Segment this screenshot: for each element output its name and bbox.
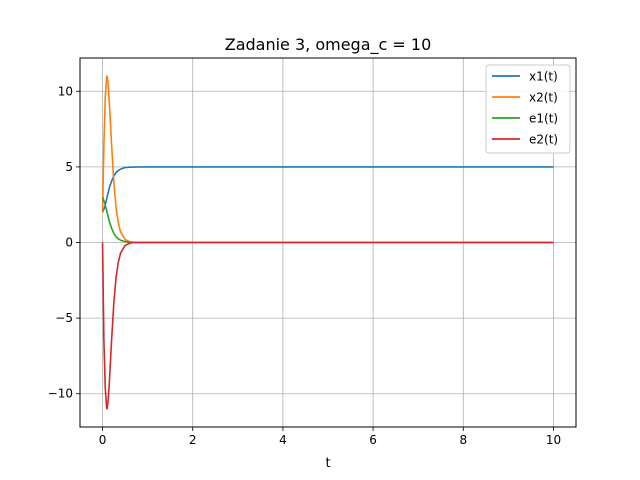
legend-label: x1(t) [529, 70, 558, 84]
legend-label: e1(t) [529, 112, 558, 126]
y-tick-label: −10 [48, 387, 73, 401]
y-tick-label: 0 [65, 236, 73, 250]
series-line-x1t [101, 166, 554, 213]
legend-label: e2(t) [529, 133, 558, 147]
chart-title: Zadanie 3, omega_c = 10 [225, 35, 432, 55]
x-tick-label: 6 [369, 433, 377, 447]
series-line-e2t [101, 241, 554, 410]
series-lines [101, 75, 554, 410]
legend-label: x2(t) [529, 91, 558, 105]
x-tick-label: 8 [459, 433, 467, 447]
y-tick-label: −5 [55, 311, 73, 325]
x-axis-label: t [325, 456, 330, 471]
y-tick-label: 10 [58, 84, 73, 98]
axis-ticks: 0 2 4 6 8 10 −10 −5 0 5 10 [48, 84, 561, 447]
legend: x1(t) x2(t) e1(t) e2(t) [485, 64, 571, 154]
y-tick-label: 5 [65, 160, 73, 174]
x-tick-label: 2 [189, 433, 197, 447]
x-tick-label: 10 [546, 433, 561, 447]
legend-box [485, 64, 571, 154]
x-tick-label: 4 [279, 433, 287, 447]
x-tick-label: 0 [99, 433, 107, 447]
